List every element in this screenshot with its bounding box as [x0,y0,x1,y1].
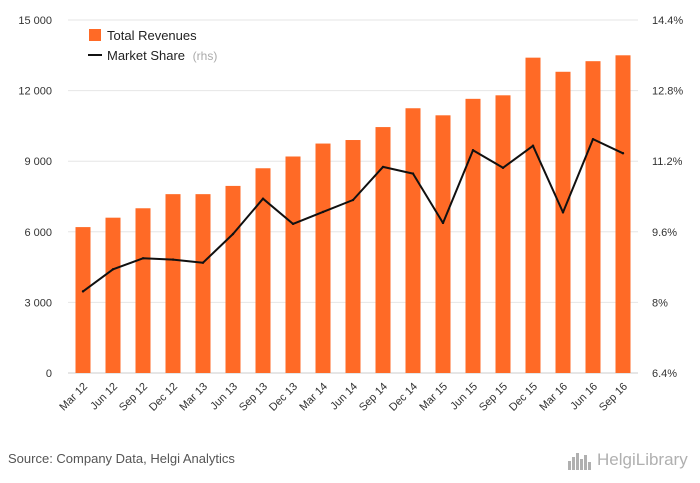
right-axis: 6.4% 8% 9.6% 11.2% 12.8% 14.4% [652,15,683,380]
legend-label-total-revenues: Total Revenues [107,28,197,43]
x-tick-label: Dec 15 [507,381,540,414]
market-share-point [171,258,175,261]
market-share-point [471,148,475,152]
revenue-bar [105,217,121,373]
revenue-bar [195,194,211,373]
revenue-bar [465,98,481,373]
x-tick-label: Sep 12 [117,381,150,414]
market-share-point [261,197,265,200]
revenue-bar [255,168,271,373]
left-axis: 0 3 000 6 000 9 000 12 000 15 000 [18,15,52,380]
x-tick-label: Jun 13 [208,381,240,413]
revenue-bars [75,55,631,374]
y-right-tick-label: 8% [652,297,668,309]
legend-label-market-share: Market Share (rhs) [107,48,217,63]
revenue-bar [615,55,631,374]
brand-name: HelgiLibrary [597,450,688,469]
legend-market-share-suffix: (rhs) [193,49,218,63]
revenue-bar [585,61,601,373]
market-share-point [441,221,445,225]
market-share-point [411,172,415,175]
market-share-point [591,137,595,141]
x-tick-label: Sep 13 [237,381,270,414]
legend-market-share-name: Market Share [107,48,185,63]
market-share-point [141,257,145,260]
revenue-bar [435,115,451,373]
x-tick-label: Sep 14 [357,381,390,414]
y-left-tick-label: 15 000 [18,15,52,27]
x-tick-label: Mar 16 [537,381,570,414]
market-share-point [561,211,565,214]
y-right-tick-label: 12.8% [652,86,683,98]
revenue-bar [555,71,571,374]
market-share-point [621,152,625,155]
y-right-tick-label: 11.2% [652,156,683,168]
market-share-point [501,166,505,170]
y-left-tick-label: 0 [46,368,52,380]
brand-logo: HelgiLibrary [567,447,693,473]
revenue-bar [165,194,181,373]
y-right-tick-label: 9.6% [652,227,677,239]
revenue-bar [525,57,541,374]
market-share-point [321,210,325,214]
y-left-tick-label: 12 000 [18,86,52,98]
y-right-tick-label: 6.4% [652,368,677,380]
market-share-point [231,232,235,236]
x-tick-label: Mar 13 [177,381,210,414]
revenue-bar [75,227,91,373]
market-share-point [201,261,205,264]
revenue-bar [315,143,331,373]
market-share-point [531,144,535,147]
x-tick-label: Dec 13 [267,381,300,414]
revenue-bar [345,140,361,373]
revenue-bar [375,127,391,374]
x-tick-label: Jun 16 [568,381,600,413]
market-share-line-group [81,137,625,293]
revenue-bar [285,156,301,373]
y-right-tick-label: 14.4% [652,15,683,27]
combo-chart: 0 3 000 6 000 9 000 12 000 15 000 6.4% 8% 9.6% 1… [18,15,683,414]
x-tick-label: Mar 15 [417,381,450,414]
x-tick-label: Jun 14 [328,381,360,413]
revenue-bar [135,208,151,373]
market-share-point [351,198,355,202]
revenue-bar [405,108,421,373]
x-tick-label: Sep 16 [597,381,630,414]
x-tick-label: Dec 12 [147,381,180,414]
y-left-tick-label: 6 000 [24,227,52,239]
market-share-point [111,268,115,271]
x-tick-label: Mar 14 [297,381,330,414]
market-share-point [81,290,85,293]
market-share-point [381,165,385,169]
x-tick-label: Mar 12 [57,381,90,414]
market-share-point [291,222,295,226]
revenue-bar [225,185,241,373]
x-tick-label: Dec 14 [387,381,420,414]
source-note: Source: Company Data, Helgi Analytics [8,451,235,466]
revenue-bar [495,95,511,373]
legend-swatch-total-revenues [89,29,101,41]
y-left-tick-label: 3 000 [24,297,52,309]
skyline-icon [568,453,591,470]
y-left-tick-label: 9 000 [24,156,52,168]
x-tick-label: Sep 15 [477,381,510,414]
legend: Total Revenues Market Share (rhs) [88,28,217,63]
x-tick-label: Jun 15 [448,381,480,413]
x-tick-label: Jun 12 [88,381,120,413]
